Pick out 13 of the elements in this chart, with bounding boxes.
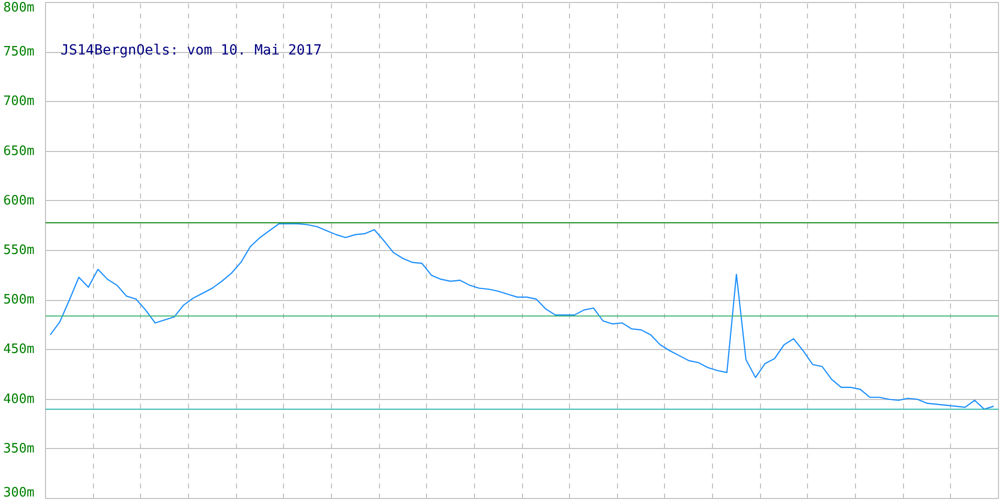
y-tick-label: 450m [3, 342, 35, 358]
y-tick-label: 300m [3, 486, 35, 500]
y-tick-label: 700m [3, 94, 35, 110]
y-tick-label: 350m [3, 441, 35, 456]
y-tick-label: 550m [3, 243, 35, 258]
line-series [50, 223, 994, 410]
y-tick-label: 650m [3, 144, 35, 159]
y-tick-label: 600m [3, 193, 35, 208]
y-tick-label: 500m [3, 292, 35, 308]
y-tick-label: 400m [3, 392, 35, 407]
y-tick-label: 750m [3, 44, 35, 60]
text: JS14BergnOels: vom 10. Mai 2017 [60, 42, 322, 58]
y-tick-label: 800m [3, 0, 35, 16]
